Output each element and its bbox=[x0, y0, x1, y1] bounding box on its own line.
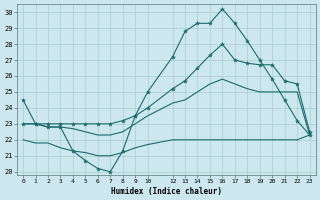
X-axis label: Humidex (Indice chaleur): Humidex (Indice chaleur) bbox=[111, 187, 222, 196]
